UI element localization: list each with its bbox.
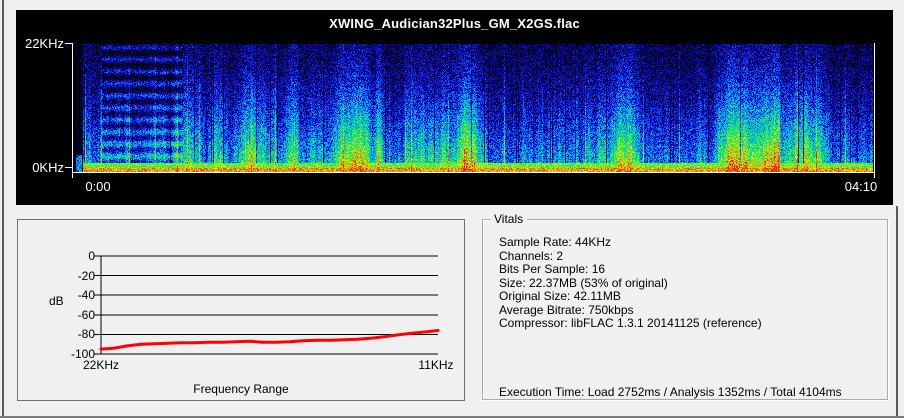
vitals-bits-per-sample: Bits Per Sample: 16 bbox=[499, 262, 606, 276]
spectrogram-ylabel-bottom: 0KHz bbox=[32, 160, 64, 175]
spectrogram-time-end: 04:10 bbox=[844, 179, 878, 194]
spectrogram-tick-22khz bbox=[65, 43, 72, 44]
window-border-left bbox=[2, 0, 4, 418]
spectrogram-tick-time-end bbox=[874, 173, 875, 178]
y-axis-title: dB bbox=[49, 294, 64, 308]
y-tick-label-80: -80 bbox=[77, 327, 95, 341]
spectrogram-right-axis bbox=[874, 43, 875, 173]
spectrogram-time-start: 0:00 bbox=[85, 179, 111, 194]
spectrogram-title: XWING_Audician32Plus_GM_X2GS.flac bbox=[329, 16, 580, 31]
y-tick-label-0: 0 bbox=[88, 249, 95, 263]
x-tick-label-22khz: 22KHz bbox=[82, 358, 120, 372]
vitals-original-size: Original Size: 42.11MB bbox=[499, 289, 621, 303]
spectrogram-tick-0khz bbox=[65, 167, 72, 168]
vitals-lines: Sample Rate: 44KHz Channels: 2 Bits Per … bbox=[499, 235, 879, 331]
spectrogram-panel: XWING_Audician32Plus_GM_X2GS.flac 22KHz … bbox=[16, 10, 893, 205]
spectrogram-ylabel-top: 22KHz bbox=[24, 36, 64, 51]
spectrogram-image bbox=[73, 44, 873, 172]
x-axis-title: Frequency Range bbox=[193, 382, 289, 396]
frequency-chart-panel: 0 -20 -40 -60 -80 -100 dB 22KHz 11KHz Fr… bbox=[17, 219, 465, 401]
window-border-right bbox=[896, 206, 898, 418]
vitals-groupbox: Vitals Sample Rate: 44KHz Channels: 2 Bi… bbox=[482, 213, 888, 400]
vitals-channels: Channels: 2 bbox=[499, 248, 564, 263]
frequency-response-chart bbox=[94, 255, 440, 355]
y-tick-label-100: -100 bbox=[70, 347, 95, 361]
vitals-groupbox-title: Vitals bbox=[490, 213, 528, 226]
y-tick-label-60: -60 bbox=[77, 308, 95, 322]
y-tick-label-20: -20 bbox=[77, 269, 95, 283]
vitals-compressor: Compressor: libFLAC 1.3.1 20141125 (refe… bbox=[499, 316, 762, 330]
vitals-size: Size: 22.37MB (53% of original) bbox=[499, 275, 668, 290]
spectrogram-x-axis bbox=[72, 172, 875, 173]
spectrogram-tick-time-start bbox=[72, 173, 73, 178]
window-border-bottom bbox=[0, 416, 904, 418]
spectrogram-y-axis bbox=[72, 43, 73, 173]
x-tick-label-11khz: 11KHz bbox=[418, 358, 454, 372]
vitals-sample-rate: Sample Rate: 44KHz bbox=[499, 235, 612, 249]
execution-time: Execution Time: Load 2752ms / Analysis 1… bbox=[499, 385, 842, 399]
y-tick-label-40: -40 bbox=[77, 288, 95, 302]
vitals-average-bitrate: Average Bitrate: 750kbps bbox=[499, 302, 634, 317]
